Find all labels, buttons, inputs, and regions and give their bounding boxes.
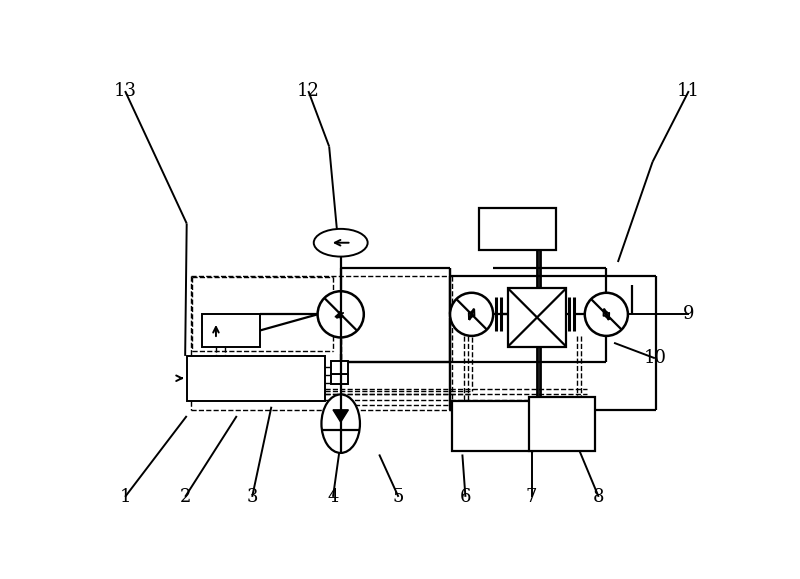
Bar: [479, 208, 556, 251]
Bar: [331, 373, 349, 384]
Bar: [452, 401, 534, 450]
Text: 8: 8: [593, 488, 605, 506]
Circle shape: [318, 291, 364, 338]
Bar: [186, 356, 326, 401]
Text: 6: 6: [460, 488, 471, 506]
Bar: [530, 397, 595, 450]
Text: 7: 7: [526, 488, 538, 506]
Text: 3: 3: [246, 488, 258, 506]
Text: 9: 9: [683, 305, 694, 323]
Text: 11: 11: [678, 82, 700, 100]
Ellipse shape: [322, 394, 360, 453]
Text: 2: 2: [179, 488, 191, 506]
Text: 5: 5: [393, 488, 404, 506]
Circle shape: [585, 293, 628, 336]
Ellipse shape: [314, 229, 368, 256]
Circle shape: [450, 293, 493, 336]
Text: 12: 12: [297, 82, 320, 100]
Bar: [508, 288, 566, 347]
Text: 13: 13: [114, 82, 137, 100]
Text: 1: 1: [119, 488, 131, 506]
Bar: [331, 361, 349, 373]
Polygon shape: [333, 410, 349, 422]
Text: 10: 10: [643, 349, 666, 367]
Bar: [202, 314, 260, 347]
Text: 4: 4: [327, 488, 338, 506]
